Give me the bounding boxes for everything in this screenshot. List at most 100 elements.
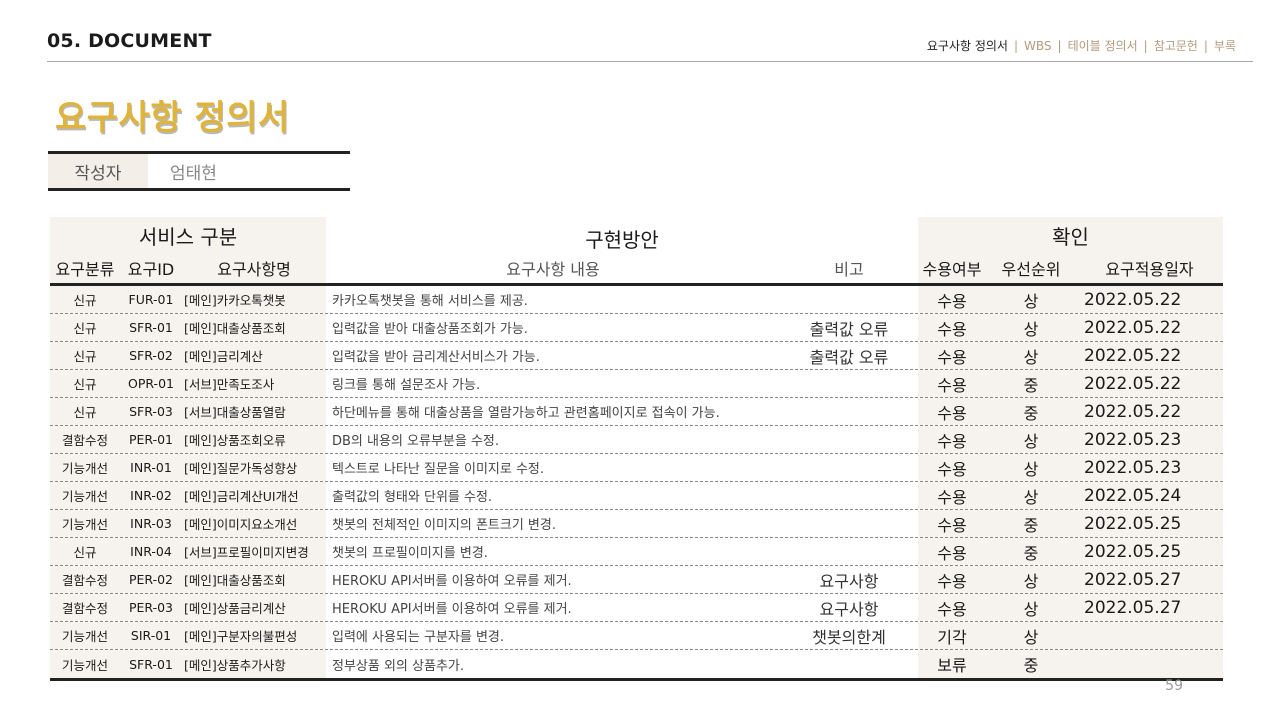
cell-category: 신규 bbox=[50, 398, 120, 425]
cell-date: 2022.05.22 bbox=[1076, 314, 1223, 341]
cell-category: 기능개선 bbox=[50, 454, 120, 481]
cell-note bbox=[780, 370, 918, 397]
cell-accept: 보류 bbox=[918, 650, 986, 678]
nav-appendix[interactable]: 부록 bbox=[1213, 39, 1236, 53]
col-accept: 수용여부 bbox=[918, 253, 986, 283]
page-title: 요구사항 정의서 bbox=[55, 98, 290, 138]
cell-date bbox=[1076, 622, 1223, 649]
nav-separator: | bbox=[1013, 38, 1019, 53]
table-row: 신규 SFR-03 [서브]대출상품열람 하단메뉴를 통해 대출상품을 열람가능하고 … bbox=[50, 398, 1223, 426]
cell-category: 신규 bbox=[50, 370, 120, 397]
nav-table-definition[interactable]: 테이블 정의서 bbox=[1067, 39, 1138, 53]
cell-name: [메인]카카오톡챗봇 bbox=[182, 286, 326, 313]
cell-accept: 수용 bbox=[918, 482, 986, 509]
cell-category: 신규 bbox=[50, 286, 120, 313]
cell-priority: 중 bbox=[986, 538, 1076, 565]
cell-accept: 수용 bbox=[918, 454, 986, 481]
author-label: 작성자 bbox=[48, 154, 148, 188]
cell-accept: 수용 bbox=[918, 370, 986, 397]
cell-date: 2022.05.25 bbox=[1076, 510, 1223, 537]
cell-name: [메인]대출상품조회 bbox=[182, 566, 326, 593]
cell-id: FUR-01 bbox=[120, 286, 182, 313]
cell-content: 챗봇의 전체적인 이미지의 폰트크기 변경. bbox=[332, 518, 556, 533]
cell-priority: 상 bbox=[986, 314, 1076, 341]
cell-accept: 수용 bbox=[918, 566, 986, 593]
cell-category: 기능개선 bbox=[50, 622, 120, 649]
requirements-table: 서비스 구분 구현방안 확인 요구분류 요구ID 요구사항명 요구사항 내용 비… bbox=[50, 217, 1223, 681]
cell-category: 기능개선 bbox=[50, 510, 120, 537]
cell-accept: 수용 bbox=[918, 510, 986, 537]
cell-priority: 중 bbox=[986, 370, 1076, 397]
table-group-header: 서비스 구분 구현방안 확인 bbox=[50, 217, 1223, 253]
cell-priority: 상 bbox=[986, 566, 1076, 593]
cell-name: [메인]질문가독성향상 bbox=[182, 454, 326, 481]
cell-date: 2022.05.22 bbox=[1076, 286, 1223, 313]
cell-id: PER-02 bbox=[120, 566, 182, 593]
cell-category: 신규 bbox=[50, 314, 120, 341]
col-content: 요구사항 내용 bbox=[506, 260, 600, 279]
cell-accept: 기각 bbox=[918, 622, 986, 649]
cell-content: 입력값을 받아 대출상품조회가 가능. bbox=[332, 322, 528, 337]
cell-priority: 상 bbox=[986, 594, 1076, 621]
cell-category: 신규 bbox=[50, 538, 120, 565]
cell-content: DB의 내용의 오류부분을 수정. bbox=[332, 434, 500, 449]
section-title: 05. DOCUMENT bbox=[47, 30, 212, 52]
cell-name: [서브]만족도조사 bbox=[182, 370, 326, 397]
group-check: 확인 bbox=[918, 217, 1223, 253]
cell-accept: 수용 bbox=[918, 538, 986, 565]
cell-date: 2022.05.27 bbox=[1076, 594, 1223, 621]
cell-date bbox=[1076, 650, 1223, 678]
cell-priority: 상 bbox=[986, 454, 1076, 481]
table-row: 결함수정 PER-02 [메인]대출상품조회 HEROKU API서버를 이용하여 오… bbox=[50, 566, 1223, 594]
cell-priority: 상 bbox=[986, 286, 1076, 313]
cell-date: 2022.05.24 bbox=[1076, 482, 1223, 509]
nav-requirements[interactable]: 요구사항 정의서 bbox=[926, 39, 1008, 53]
nav-references[interactable]: 참고문헌 bbox=[1153, 39, 1198, 53]
cell-date: 2022.05.25 bbox=[1076, 538, 1223, 565]
cell-name: [메인]상품금리계산 bbox=[182, 594, 326, 621]
cell-name: [메인]이미지요소개선 bbox=[182, 510, 326, 537]
cell-category: 결함수정 bbox=[50, 566, 120, 593]
table-row: 기능개선 SFR-01 [메인]상품추가사항 정부상품 외의 상품추가. 보류 중 bbox=[50, 650, 1223, 681]
table-row: 신규 INR-04 [서브]프로필이미지변경 챗봇의 프로필이미지를 변경. 수용 중 20… bbox=[50, 538, 1223, 566]
nav-separator: | bbox=[1203, 38, 1208, 53]
nav-separator: | bbox=[1057, 38, 1062, 53]
cell-priority: 상 bbox=[986, 426, 1076, 453]
cell-content: HEROKU API서버를 이용하여 오류를 제거. bbox=[332, 574, 572, 589]
author-box: 작성자 엄태현 bbox=[48, 151, 350, 191]
page-number: 59 bbox=[1165, 678, 1183, 694]
cell-priority: 중 bbox=[986, 650, 1076, 678]
top-navigation: 요구사항 정의서 | WBS | 테이블 정의서 | 참고문헌 | 부록 bbox=[921, 37, 1242, 54]
cell-note: 출력값 오류 bbox=[809, 319, 889, 339]
cell-note bbox=[780, 426, 918, 453]
cell-content: 텍스트로 나타난 질문을 이미지로 수정. bbox=[332, 462, 545, 477]
cell-date: 2022.05.22 bbox=[1076, 370, 1223, 397]
cell-category: 기능개선 bbox=[50, 482, 120, 509]
col-category: 요구분류 bbox=[50, 253, 120, 283]
cell-content: 링크를 통해 설문조사 가능. bbox=[332, 378, 481, 393]
cell-name: [메인]금리계산 bbox=[182, 342, 326, 369]
cell-note bbox=[780, 286, 918, 313]
cell-name: [메인]금리계산UI개선 bbox=[182, 482, 326, 509]
nav-wbs[interactable]: WBS bbox=[1024, 38, 1052, 53]
header-divider bbox=[47, 61, 1253, 62]
table-row: 신규 SFR-01 [메인]대출상품조회 입력값을 받아 대출상품조회가 가능. 출력값… bbox=[50, 314, 1223, 342]
cell-name: [서브]프로필이미지변경 bbox=[182, 538, 326, 565]
cell-id: INR-02 bbox=[120, 482, 182, 509]
cell-content: 입력에 사용되는 구분자를 변경. bbox=[332, 630, 505, 645]
cell-note: 요구사항 bbox=[819, 571, 879, 591]
table-row: 결함수정 PER-03 [메인]상품금리계산 HEROKU API서버를 이용하여 오… bbox=[50, 594, 1223, 622]
col-id: 요구ID bbox=[120, 253, 182, 283]
cell-note: 챗봇의한계 bbox=[812, 627, 886, 647]
table-row: 신규 SFR-02 [메인]금리계산 입력값을 받아 금리계산서비스가 가능. 출력값 … bbox=[50, 342, 1223, 370]
cell-name: [메인]대출상품조회 bbox=[182, 314, 326, 341]
cell-priority: 상 bbox=[986, 482, 1076, 509]
col-name: 요구사항명 bbox=[182, 253, 326, 283]
cell-content: 출력값의 형태와 단위를 수정. bbox=[332, 490, 493, 505]
cell-accept: 수용 bbox=[918, 286, 986, 313]
cell-date: 2022.05.22 bbox=[1076, 398, 1223, 425]
cell-category: 결함수정 bbox=[50, 426, 120, 453]
group-service: 서비스 구분 bbox=[50, 217, 326, 253]
cell-content: 챗봇의 프로필이미지를 변경. bbox=[332, 546, 488, 561]
cell-priority: 중 bbox=[986, 398, 1076, 425]
